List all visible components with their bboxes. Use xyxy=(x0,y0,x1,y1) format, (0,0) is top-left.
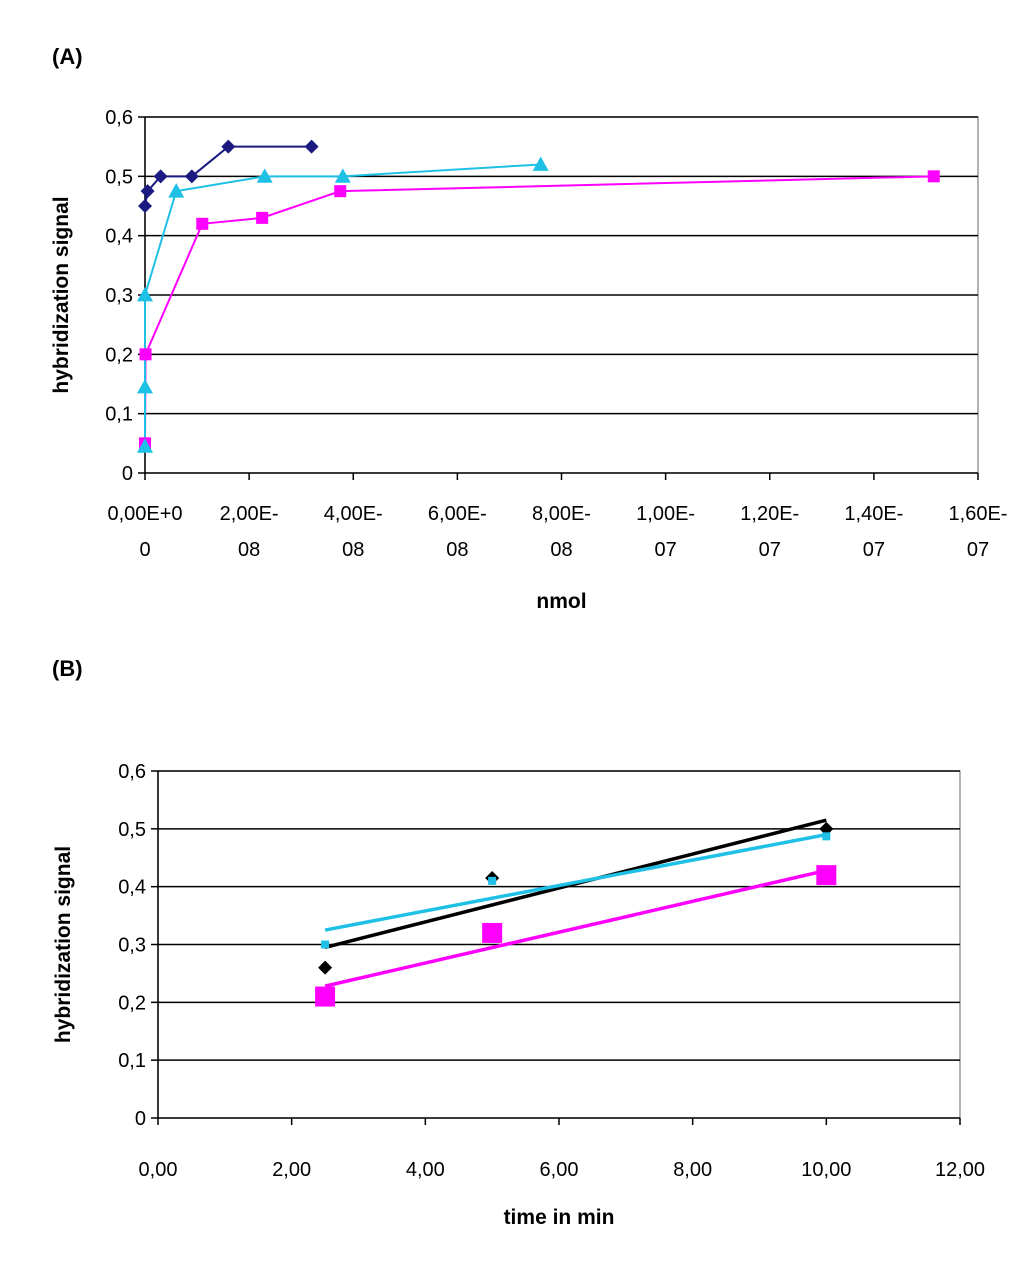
data-point-triangle xyxy=(137,438,153,453)
y-tick-label: 0,2 xyxy=(118,992,146,1014)
x-tick-label-line2: 08 xyxy=(238,539,260,561)
y-tick-label: 0,1 xyxy=(105,404,133,426)
chart-a: 0 0,1 0,2 0,3 0,4 0,5 0,6 0,00E+0 0 2,00E- 08 4,00E… xyxy=(50,107,1007,613)
x-tick-label-line2: 07 xyxy=(759,539,781,561)
data-point-diamond xyxy=(221,139,236,154)
y-tick-label: 0,6 xyxy=(105,107,133,129)
panel-a-label: (A) xyxy=(52,44,83,69)
x-tick-label: 6,00E- xyxy=(428,503,487,525)
x-tick-label: 0,00 xyxy=(139,1159,178,1181)
x-tick-label-line2: 08 xyxy=(342,539,364,561)
y-tick-label: 0 xyxy=(135,1108,146,1130)
data-point-square xyxy=(321,940,330,949)
x-tick-label: 8,00E- xyxy=(532,503,591,525)
data-point-triangle xyxy=(256,168,273,183)
data-point-diamond xyxy=(184,169,199,184)
x-axis-title: time in min xyxy=(504,1206,615,1229)
data-point-diamond xyxy=(304,139,319,154)
data-point-triangle xyxy=(168,183,185,198)
data-point-diamond xyxy=(138,199,152,213)
x-tick-label: 1,20E- xyxy=(740,503,799,525)
x-tick-label: 0,00E+0 xyxy=(107,503,182,525)
data-point-triangle xyxy=(137,287,153,302)
data-point-square xyxy=(315,986,336,1007)
y-tick-label: 0 xyxy=(122,463,133,485)
x-axis-title: nmol xyxy=(536,590,586,613)
y-axis-title: hybridization signal xyxy=(50,196,73,393)
y-tick-label: 0,5 xyxy=(118,819,146,841)
x-tick-label-line2: 08 xyxy=(446,539,468,561)
data-point-diamond xyxy=(318,960,333,975)
y-tick-label: 0,1 xyxy=(118,1050,146,1072)
x-tick-label: 2,00E- xyxy=(220,503,279,525)
x-tick-label-line2: 07 xyxy=(655,539,677,561)
data-point-triangle xyxy=(532,156,549,171)
y-axis-title: hybridization signal xyxy=(52,846,75,1043)
data-point-diamond xyxy=(819,821,834,836)
x-tick-label: 4,00 xyxy=(406,1159,445,1181)
data-point-square xyxy=(816,865,837,886)
y-tick-label: 0,3 xyxy=(118,935,146,957)
x-tick-label-line2: 0 xyxy=(139,539,150,561)
y-tick-label: 0,6 xyxy=(118,761,146,783)
data-point-square xyxy=(482,922,503,943)
x-tick-label: 8,00 xyxy=(673,1159,712,1181)
data-point-square xyxy=(139,348,152,361)
x-tick-label: 1,40E- xyxy=(844,503,903,525)
x-tick-label-line2: 07 xyxy=(967,539,989,561)
data-point-diamond xyxy=(140,184,155,199)
x-tick-label: 6,00 xyxy=(540,1159,579,1181)
x-tick-label: 1,00E- xyxy=(636,503,695,525)
data-point-triangle xyxy=(334,168,351,183)
x-tick-label: 2,00 xyxy=(272,1159,311,1181)
y-tick-label: 0,2 xyxy=(105,344,133,366)
panel-b-label: (B) xyxy=(52,656,83,681)
trendline xyxy=(324,868,827,988)
data-point-square xyxy=(196,217,209,230)
trendline xyxy=(324,832,827,932)
x-tick-label-line2: 07 xyxy=(863,539,885,561)
y-tick-label: 0,4 xyxy=(118,877,146,899)
data-point-square xyxy=(822,832,831,841)
data-point-square xyxy=(334,185,347,198)
series-line xyxy=(144,163,541,447)
y-tick-label: 0,4 xyxy=(105,226,133,248)
data-point-diamond xyxy=(153,169,168,184)
data-point-square xyxy=(927,170,940,183)
x-tick-label: 12,00 xyxy=(935,1159,985,1181)
chart-b: 0 0,1 0,2 0,3 0,4 0,5 0,6 0,00 2,00 4,00 6,00 8,00 1… xyxy=(52,761,985,1229)
data-point-square xyxy=(488,876,497,885)
x-tick-label: 1,60E- xyxy=(949,503,1008,525)
x-tick-label: 4,00E- xyxy=(324,503,383,525)
data-point-triangle xyxy=(137,378,153,394)
x-tick-label-line2: 08 xyxy=(550,539,572,561)
y-tick-label: 0,5 xyxy=(105,166,133,188)
data-point-square xyxy=(256,211,269,224)
y-tick-label: 0,3 xyxy=(105,285,133,307)
x-tick-label: 10,00 xyxy=(801,1159,851,1181)
